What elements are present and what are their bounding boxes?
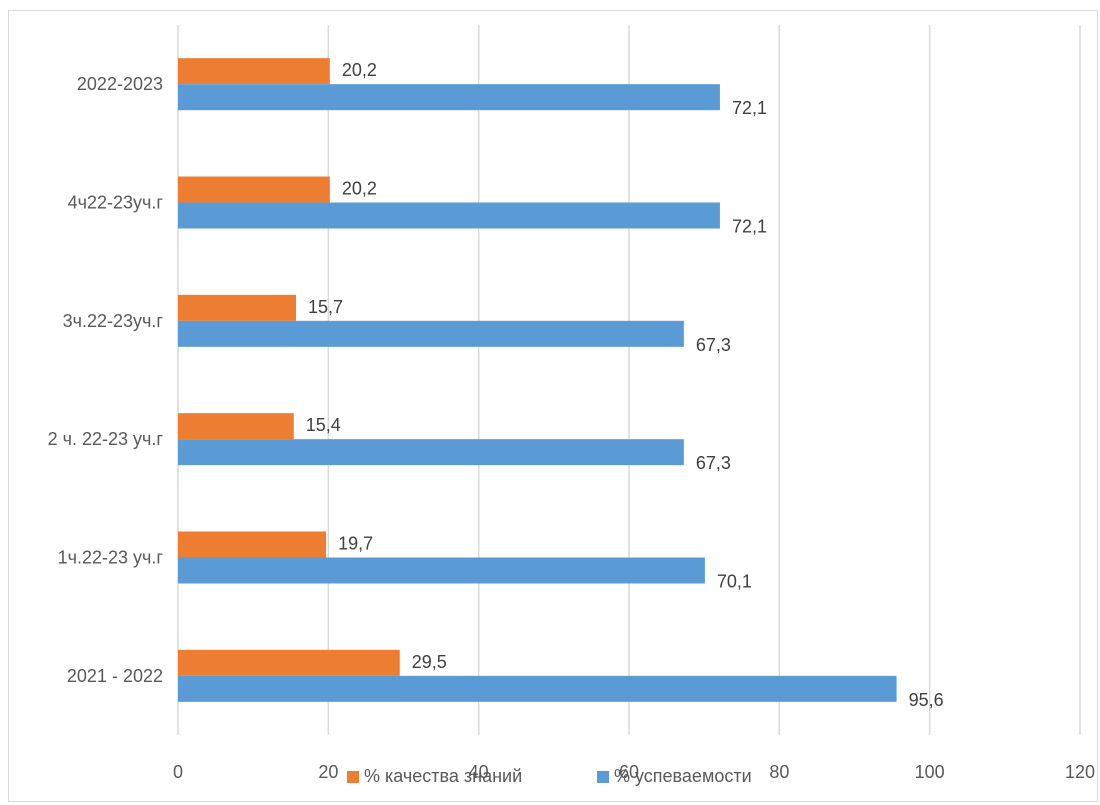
data-label: 15,4 xyxy=(306,415,341,435)
category-label: 4ч22-23уч.г xyxy=(68,193,164,213)
x-tick-label: 100 xyxy=(915,762,945,782)
bar-progress xyxy=(178,202,720,229)
data-label: 19,7 xyxy=(338,534,373,554)
legend-swatch-progress xyxy=(597,771,609,783)
data-label: 20,2 xyxy=(342,179,377,199)
x-tick-label: 80 xyxy=(769,762,789,782)
bar-progress xyxy=(178,84,720,111)
data-label: 67,3 xyxy=(696,453,731,473)
data-label: 70,1 xyxy=(717,572,752,592)
data-label: 72,1 xyxy=(732,98,767,118)
bar-quality xyxy=(178,176,330,203)
legend-swatch-quality xyxy=(347,771,359,783)
x-tick-label: 120 xyxy=(1065,762,1095,782)
data-label: 15,7 xyxy=(308,297,343,317)
category-label: 2 ч. 22-23 уч.г xyxy=(48,429,164,449)
x-tick-label: 20 xyxy=(318,762,338,782)
bar-quality xyxy=(178,58,330,85)
bar-quality xyxy=(178,531,327,558)
data-label: 95,6 xyxy=(909,690,944,710)
bar-quality xyxy=(178,649,400,676)
category-label: 3ч.22-23уч.г xyxy=(63,311,164,331)
bar-progress xyxy=(178,439,684,466)
data-label: 20,2 xyxy=(342,60,377,80)
x-tick-label: 0 xyxy=(173,762,183,782)
category-label: 1ч.22-23 уч.г xyxy=(58,548,164,568)
bar-progress xyxy=(178,675,897,702)
data-label: 67,3 xyxy=(696,335,731,355)
category-label: 2021 - 2022 xyxy=(67,666,163,686)
bar-quality xyxy=(178,294,297,321)
data-label: 29,5 xyxy=(412,652,447,672)
legend-label: % качества знаний xyxy=(364,766,522,786)
category-label: 2022-2023 xyxy=(77,74,163,94)
data-label: 72,1 xyxy=(732,217,767,237)
legend-label: % успеваемости xyxy=(614,766,752,786)
bar-progress xyxy=(178,320,684,347)
x-tick-label: 40 xyxy=(469,762,489,782)
x-tick-label: 60 xyxy=(619,762,639,782)
bar-progress xyxy=(178,557,705,584)
bar-quality xyxy=(178,413,294,440)
